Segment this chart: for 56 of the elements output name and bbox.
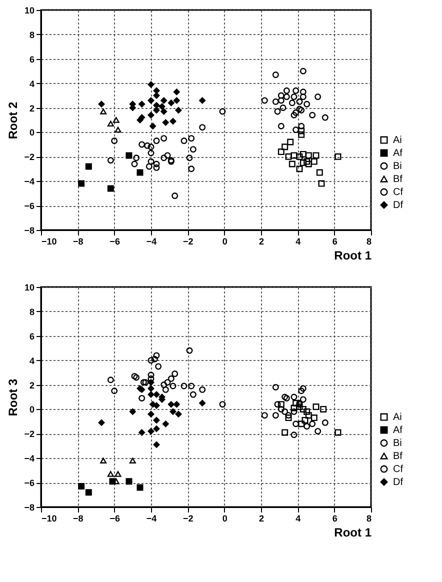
x-tick-label: −6 [110,514,120,524]
x-tick-label: −4 [146,236,157,246]
y-tick-label: 6 [29,331,34,342]
y-tick-label: −6 [24,201,34,212]
y-tick-label: 4 [29,356,34,366]
x-tick-label: 0 [222,514,228,524]
y-tick-label: 4 [29,78,34,89]
y-tick-label: 8 [29,306,34,317]
y-tick-label: 10 [24,6,34,16]
x-tick-label: 0 [222,236,228,246]
x-tick-label: −10 [42,236,57,246]
y-axis-title: Root 3 [6,378,20,416]
legend-label: Bi [393,161,402,172]
x-tick-label: 8 [366,514,372,524]
y-tick-label: −4 [24,176,34,187]
y-tick-label: −2 [24,152,34,162]
legend-label: Ai [393,412,402,423]
x-tick-label: 2 [258,236,264,246]
legend-label: Bf [393,451,403,462]
x-axis-title: Root 1 [334,248,372,262]
y-tick-label: −2 [24,429,34,440]
y-axis-title: Root 2 [6,102,20,140]
x-tick-label: −8 [73,236,84,246]
y-tick-label: 6 [29,54,34,64]
y-tick-label: 8 [29,30,34,40]
legend-label: Df [393,477,404,488]
y-tick-label: 10 [24,282,34,292]
y-tick-label: 0 [29,128,34,138]
legend-label: Af [393,425,403,436]
x-tick-label: 6 [332,514,338,524]
legend-label: Cf [393,464,404,475]
x-axis-title: Root 1 [334,526,372,540]
x-tick-label: −10 [42,514,57,524]
legend-label: Bf [393,174,403,185]
x-tick-label: 6 [332,236,338,246]
legend-label: Ai [393,135,402,146]
x-tick-label: −2 [183,514,194,524]
legend-label: Bi [393,438,402,449]
x-tick-label: −4 [146,514,157,524]
x-tick-label: −8 [73,514,84,524]
x-tick-label: 2 [258,514,264,524]
legend-label: Df [393,200,404,211]
x-tick-label: −2 [183,236,194,246]
x-tick-label: 8 [366,236,372,246]
y-tick-label: −6 [24,478,34,488]
x-tick-label: 4 [296,514,301,524]
y-tick-label: 0 [29,404,34,415]
y-tick-label: −8 [24,226,34,236]
legend-label: Cf [393,187,404,198]
x-tick-label: 4 [296,236,301,246]
x-tick-label: −6 [110,236,120,246]
y-tick-label: 2 [29,380,34,390]
y-tick-label: 2 [29,103,34,114]
y-tick-label: −8 [24,502,34,512]
legend-label: Af [393,148,403,159]
y-tick-label: −4 [24,454,34,464]
